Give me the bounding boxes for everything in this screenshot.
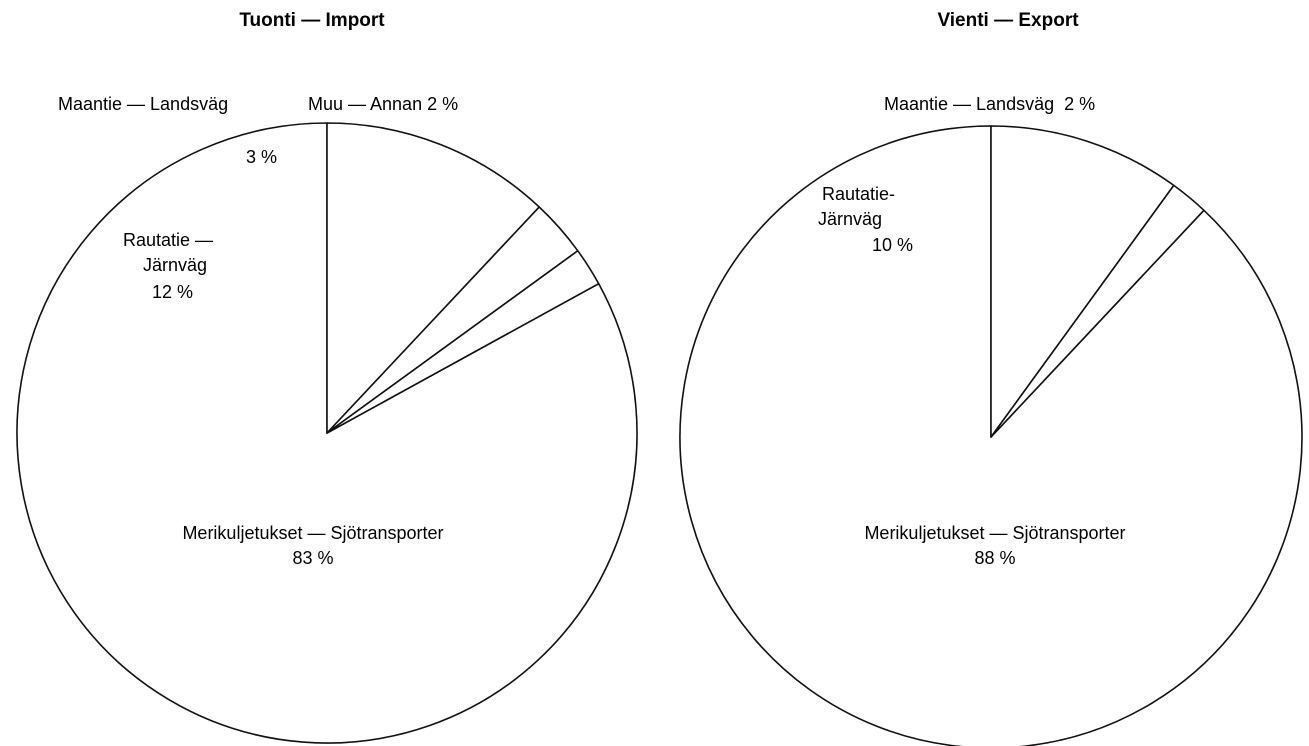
export-pie-chart: Vienti — Export Maantie — Landsväg 2 % R… — [679, 10, 1303, 746]
import-slice-other — [326, 249, 600, 434]
import-other-label: Muu — Annan 2 % — [308, 94, 458, 114]
export-road-label: Maantie — Landsväg 2 % — [884, 94, 1095, 114]
export-rail-label-line2: Järnväg — [818, 209, 882, 229]
import-slice-rail — [326, 122, 541, 434]
export-rail-label-line1: Rautatie- — [822, 184, 895, 204]
import-sea-label: Merikuljetukset — Sjötransporter — [182, 523, 443, 543]
import-sea-value: 83 % — [292, 548, 333, 568]
export-slice-sea — [679, 125, 1303, 746]
export-pie-slices — [679, 125, 1303, 746]
export-slice-road — [990, 184, 1205, 438]
import-road-label: Maantie — Landsväg — [58, 94, 228, 114]
export-rail-value: 10 % — [872, 235, 913, 255]
import-rail-label-line2: Järnväg — [143, 255, 207, 275]
import-pie-slices — [16, 122, 638, 744]
export-slice-rail — [990, 125, 1175, 438]
export-sea-label: Merikuljetukset — Sjötransporter — [864, 523, 1125, 543]
import-chart-title: Tuonti — Import — [239, 10, 385, 31]
import-pie-chart: Tuonti — Import Maantie — Landsväg 3 % M… — [16, 10, 638, 744]
export-sea-value: 88 % — [974, 548, 1015, 568]
import-rail-value: 12 % — [152, 282, 193, 302]
import-road-value: 3 % — [246, 147, 277, 167]
export-chart-title: Vienti — Export — [937, 10, 1079, 31]
import-rail-label-line1: Rautatie — — [123, 230, 213, 250]
